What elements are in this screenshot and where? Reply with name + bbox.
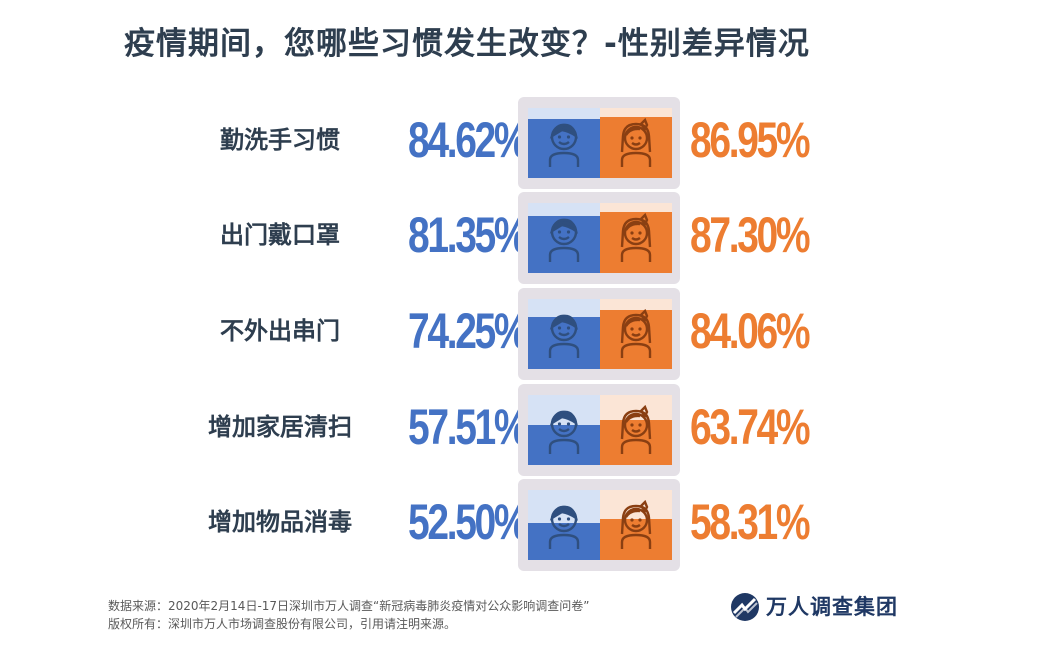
chart-row: 不外出串门 74.25% 84.06% (0, 288, 1043, 380)
female-face-icon (620, 500, 652, 549)
male-face-icon (548, 410, 580, 454)
category-label: 不外出串门 (220, 317, 340, 345)
male-bar-fill (528, 523, 600, 560)
chart-row: 勤洗手习惯 84.62% 86.95% (0, 97, 1043, 189)
male-face-icon (548, 314, 580, 358)
female-value-label: 87.30% (690, 207, 811, 263)
female-face-icon (620, 118, 652, 167)
copyright-text: 版权所有：深圳市万人市场调查股份有限公司，引用请注明来源。 (108, 617, 457, 631)
bar-pair (518, 384, 680, 476)
male-bar (528, 395, 600, 465)
category-label: 出门戴口罩 (220, 221, 340, 249)
category-label: 增加物品消毒 (208, 508, 352, 536)
female-bar (600, 490, 672, 560)
company-logo: 万人调查集团 (730, 592, 930, 622)
male-bar (528, 490, 600, 560)
female-value-label: 58.31% (690, 494, 811, 550)
male-value-label: 57.51% (408, 399, 529, 455)
bar-pair (518, 97, 680, 189)
bar-pair (518, 192, 680, 284)
category-label: 增加家居清扫 (208, 413, 352, 441)
logo-icon (731, 593, 759, 621)
male-value-label: 74.25% (408, 303, 529, 359)
female-bar (600, 108, 672, 178)
male-value-label: 81.35% (408, 207, 529, 263)
female-face-icon (620, 309, 652, 358)
source-note: 数据来源：2020年2月14日-17日深圳市万人调查“新冠病毒肺炎疫情对公众影响… (108, 597, 589, 633)
male-value-label: 84.62% (408, 112, 529, 168)
male-face-icon (548, 505, 580, 549)
chart-title: 疫情期间，您哪些习惯发生改变？-性别差异情况 (124, 26, 810, 62)
male-face-icon (548, 218, 580, 262)
female-face-icon (620, 213, 652, 262)
female-value-label: 86.95% (690, 112, 811, 168)
female-bar (600, 299, 672, 369)
chart-row: 增加物品消毒 52.50% 58.31% (0, 479, 1043, 571)
male-value-label: 52.50% (408, 494, 529, 550)
bar-pair (518, 288, 680, 380)
female-bar (600, 395, 672, 465)
female-value-label: 63.74% (690, 399, 811, 455)
female-face-icon (620, 405, 652, 454)
logo-text: 万人调查集团 (766, 595, 898, 619)
source-text: 数据来源：2020年2月14日-17日深圳市万人调查“新冠病毒肺炎疫情对公众影响… (108, 599, 590, 613)
category-label: 勤洗手习惯 (220, 126, 340, 154)
bar-pair (518, 479, 680, 571)
female-value-label: 84.06% (690, 303, 811, 359)
female-bar (600, 203, 672, 273)
male-bar (528, 203, 600, 273)
male-bar (528, 108, 600, 178)
male-bar (528, 299, 600, 369)
chart-row: 出门戴口罩 81.35% 87.30% (0, 192, 1043, 284)
chart-row: 增加家居清扫 57.51% 63.74% (0, 384, 1043, 476)
male-face-icon (548, 123, 580, 167)
female-bar-fill (600, 420, 672, 465)
